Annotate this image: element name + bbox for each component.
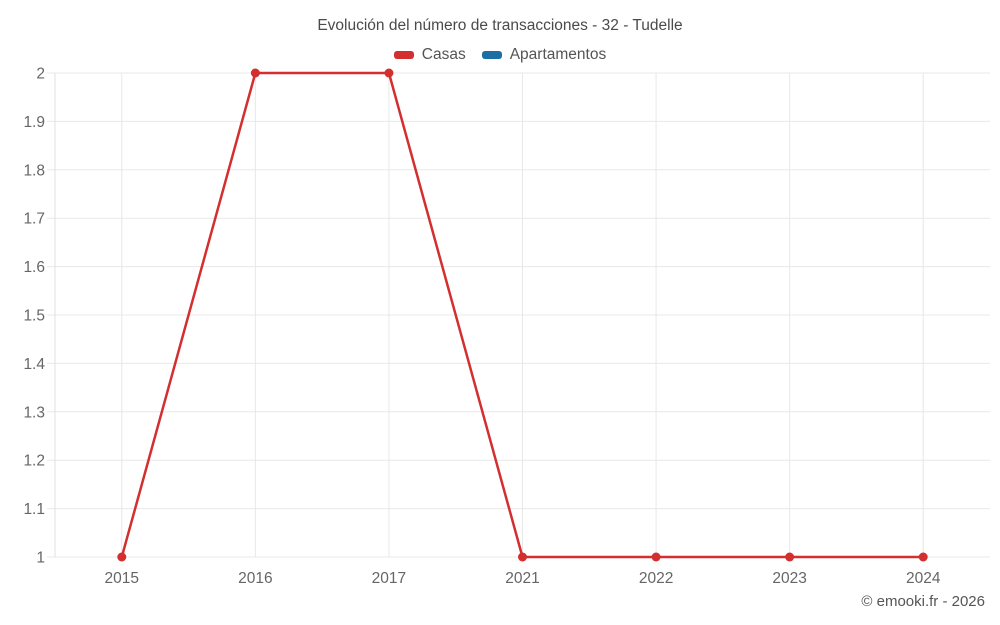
- data-point-casas-2015[interactable]: [117, 552, 127, 562]
- x-axis-label: 2016: [238, 570, 272, 587]
- y-axis-label: 1.4: [23, 356, 45, 373]
- y-axis-label: 1.7: [23, 211, 45, 228]
- data-point-casas-2023[interactable]: [785, 552, 795, 562]
- x-axis-label: 2024: [906, 570, 941, 587]
- x-axis-label: 2022: [639, 570, 673, 587]
- data-point-casas-2022[interactable]: [651, 552, 661, 562]
- chart-legend: Casas Apartamentos: [0, 46, 1000, 64]
- legend-item-apartamentos[interactable]: Apartamentos: [481, 46, 607, 64]
- data-point-casas-2024[interactable]: [918, 552, 928, 562]
- x-axis-label: 2017: [372, 570, 406, 587]
- legend-swatch-icon: [393, 51, 414, 59]
- data-point-casas-2021[interactable]: [518, 552, 527, 562]
- x-axis-label: 2023: [772, 570, 806, 587]
- x-axis-label: 2021: [505, 570, 539, 587]
- chart-title: Evolución del número de transacciones - …: [317, 17, 683, 34]
- y-axis-label: 1: [36, 550, 45, 567]
- legend-swatch-icon: [481, 51, 502, 59]
- y-axis-label: 1.8: [23, 162, 45, 179]
- legend-label: Casas: [421, 46, 466, 63]
- y-axis-label: 1.5: [23, 308, 45, 325]
- y-axis-label: 1.9: [23, 114, 45, 131]
- y-axis-label: 1.2: [23, 453, 45, 470]
- copyright-text: © emooki.fr - 2026: [861, 593, 985, 610]
- x-axis-label: 2015: [105, 570, 139, 587]
- legend-label: Apartamentos: [509, 46, 607, 63]
- y-axis-label: 2: [36, 66, 45, 83]
- legend-item-casas[interactable]: Casas: [393, 46, 466, 64]
- y-axis-label: 1.6: [23, 259, 45, 276]
- data-point-casas-2017[interactable]: [384, 68, 394, 78]
- y-axis-label: 1.1: [23, 501, 45, 518]
- data-point-casas-2016[interactable]: [250, 68, 260, 78]
- y-axis-label: 1.3: [23, 404, 45, 421]
